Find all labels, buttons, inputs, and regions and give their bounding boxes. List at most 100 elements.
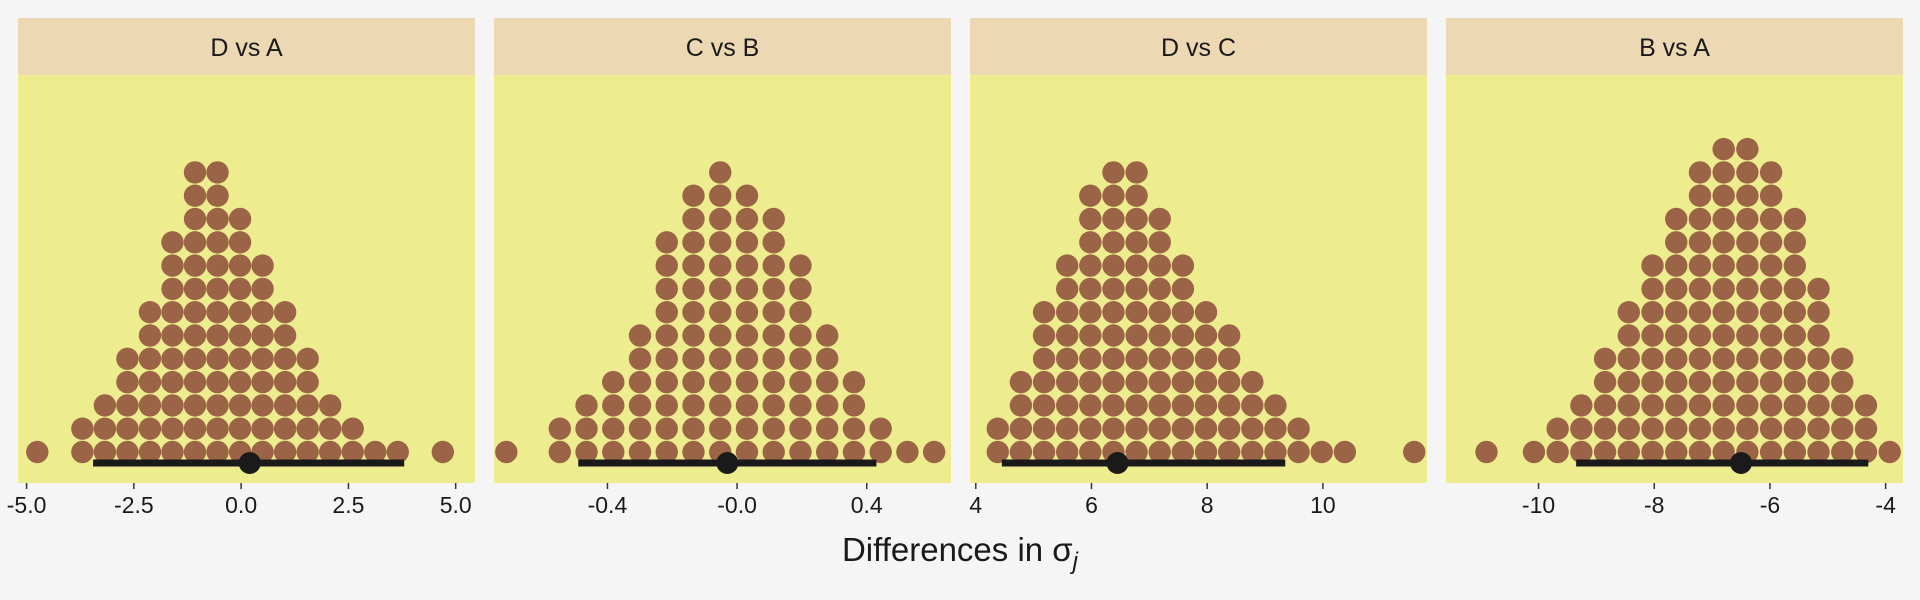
facet-panel-1: D vs A -5.0 -2.5 0.0 2.5 5.0	[7, 18, 475, 518]
dot	[138, 347, 162, 370]
dot	[762, 440, 785, 464]
dot	[709, 417, 732, 440]
dot	[1217, 347, 1241, 370]
dot	[1171, 440, 1195, 464]
dot	[1688, 394, 1712, 417]
dot	[1570, 417, 1593, 440]
facet-title: B vs A	[1639, 34, 1710, 62]
facet-strip	[494, 18, 951, 75]
dot	[341, 417, 364, 440]
dot	[1148, 254, 1171, 277]
dot	[1807, 301, 1830, 324]
x-tick-label: -0.0	[717, 492, 757, 518]
dot	[548, 417, 571, 440]
dot	[228, 324, 252, 347]
dot	[1617, 324, 1641, 347]
dot	[228, 370, 252, 394]
dot	[1102, 417, 1125, 440]
dot	[1264, 417, 1287, 440]
dot	[1854, 440, 1878, 464]
dot	[1759, 301, 1783, 324]
dot	[296, 347, 319, 370]
dot	[296, 440, 319, 464]
dot	[1055, 277, 1079, 301]
dot	[1102, 370, 1125, 394]
dot	[1055, 440, 1079, 464]
dot	[1079, 301, 1102, 324]
dot	[682, 231, 705, 254]
dot	[251, 277, 274, 301]
dot	[709, 370, 732, 394]
dot	[1807, 277, 1830, 301]
dot	[815, 417, 839, 440]
dot	[1688, 440, 1712, 464]
dot	[1736, 137, 1759, 161]
plot-area	[18, 75, 475, 483]
dot	[1759, 254, 1783, 277]
dot	[682, 184, 705, 207]
dot	[1759, 370, 1783, 394]
dot	[1032, 301, 1056, 324]
dot	[1125, 301, 1148, 324]
facet-panel-3: D vs C 4 6 8 10	[969, 18, 1427, 518]
dot	[896, 440, 919, 464]
dot	[709, 207, 732, 231]
dot	[682, 394, 705, 417]
dot	[1712, 184, 1735, 207]
dot	[655, 347, 678, 370]
dot	[1148, 277, 1171, 301]
dot	[1148, 324, 1171, 347]
dot	[1217, 440, 1241, 464]
dot	[93, 417, 117, 440]
dot	[1688, 277, 1712, 301]
dot	[206, 324, 229, 347]
dot	[1287, 417, 1310, 440]
facet-title: C vs B	[686, 34, 760, 62]
dot	[1736, 370, 1759, 394]
dot	[1736, 231, 1759, 254]
dot	[1665, 277, 1688, 301]
dot	[1641, 394, 1664, 417]
dot	[1102, 324, 1125, 347]
dot	[869, 440, 892, 464]
dot	[1759, 207, 1783, 231]
dot	[251, 370, 274, 394]
dot	[1079, 207, 1102, 231]
dot	[1125, 347, 1148, 370]
dot	[251, 394, 274, 417]
dot	[1712, 231, 1735, 254]
dot	[1665, 417, 1688, 440]
dot	[1032, 324, 1056, 347]
dot	[1783, 207, 1807, 231]
dot	[1807, 440, 1830, 464]
dot	[789, 301, 812, 324]
dot	[1617, 370, 1641, 394]
x-tick-label: -0.4	[588, 492, 628, 518]
dot	[575, 440, 598, 464]
dot	[26, 440, 49, 464]
dot	[1171, 254, 1195, 277]
dot	[1194, 347, 1218, 370]
dot	[1148, 347, 1171, 370]
dot	[228, 301, 252, 324]
dot	[138, 440, 162, 464]
dot	[1807, 347, 1830, 370]
dot	[842, 417, 866, 440]
dot	[206, 440, 229, 464]
x-tick-label: 0.0	[225, 492, 257, 518]
dot	[548, 440, 571, 464]
dot	[762, 301, 785, 324]
dot	[161, 301, 184, 324]
dot	[1475, 440, 1498, 464]
dot	[1665, 394, 1688, 417]
dot	[228, 277, 252, 301]
dot	[1570, 440, 1593, 464]
dot	[1032, 417, 1056, 440]
dot	[1102, 394, 1125, 417]
dot	[1217, 370, 1241, 394]
dot	[206, 231, 229, 254]
dot	[161, 370, 184, 394]
dot	[842, 370, 866, 394]
dot	[1665, 254, 1688, 277]
dot	[1688, 184, 1712, 207]
